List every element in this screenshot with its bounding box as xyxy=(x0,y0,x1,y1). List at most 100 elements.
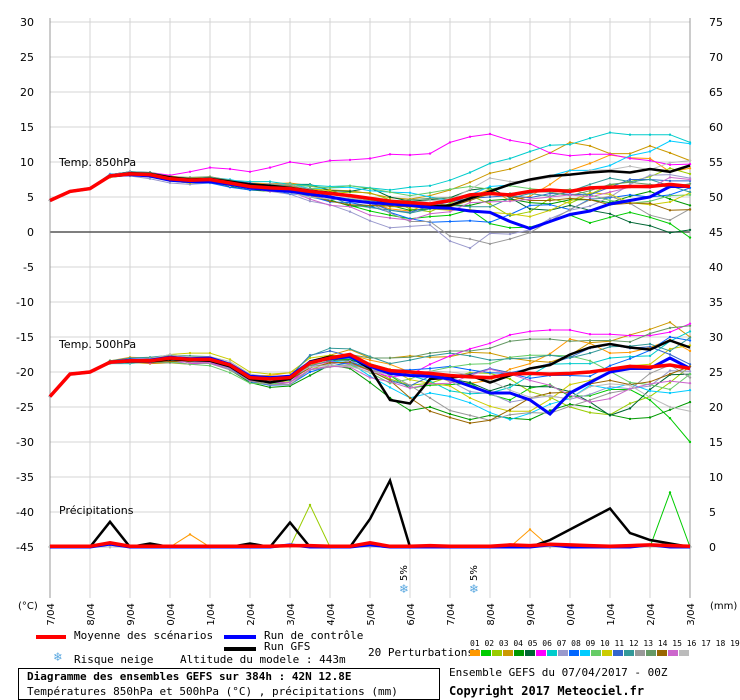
t500-member-point xyxy=(228,358,232,361)
left-tick-label: -20 xyxy=(16,366,34,379)
t500-member-point xyxy=(548,403,552,406)
t850-member-point xyxy=(628,178,632,181)
right-tick-label: 10 xyxy=(709,471,723,484)
t500-member-point xyxy=(488,347,492,350)
t850-member-point xyxy=(468,205,472,208)
t500-member-point xyxy=(688,410,692,413)
date-label: 10/04 xyxy=(166,603,177,626)
t850-member-point xyxy=(508,157,512,160)
t500-member-point xyxy=(528,362,532,365)
t500-member-point xyxy=(368,376,372,379)
t850-member-point xyxy=(508,180,512,183)
t850-member-point xyxy=(688,228,692,232)
t500-member-point xyxy=(268,372,272,376)
right-tick-label: 30 xyxy=(709,331,723,344)
t500-member-point xyxy=(468,401,472,404)
t850-member-point xyxy=(568,141,572,144)
t500-member-point xyxy=(468,363,472,366)
t850-member-point xyxy=(648,200,652,203)
t500-member-point xyxy=(468,414,472,417)
t500-member-point xyxy=(308,365,312,369)
t850-member-point xyxy=(588,191,592,194)
t850-member-point xyxy=(668,179,672,183)
left-axis-ticks: 30 25 20 15 10 5 0 -5 -10 -15 -20 -25 -30 -35 -40 -45 xyxy=(16,16,34,554)
t500-member-point xyxy=(588,385,592,388)
t500-member-point xyxy=(568,356,572,360)
t500-member-point xyxy=(688,322,692,325)
grid xyxy=(49,18,691,598)
t850-member-point xyxy=(468,219,472,222)
t850-member-point xyxy=(348,190,352,193)
t850-member-point xyxy=(488,202,492,206)
precip-member-point xyxy=(188,533,192,536)
t500-member-point xyxy=(528,390,532,393)
perturbation-swatch xyxy=(569,650,579,656)
t850-member-point xyxy=(568,169,572,172)
t850-member-point xyxy=(348,210,352,213)
t850-member-point xyxy=(588,198,592,201)
t850-member-point xyxy=(388,211,392,215)
t500-member-point xyxy=(328,361,332,365)
t850-member-point xyxy=(588,183,592,186)
t500-member-point xyxy=(668,321,672,324)
perturbation-swatch xyxy=(624,650,634,656)
t500-member-point xyxy=(668,391,672,395)
left-tick-label: -30 xyxy=(16,436,34,449)
t850-member-point xyxy=(368,206,372,209)
perturbation-swatch xyxy=(525,650,535,656)
t500-member-point xyxy=(308,356,312,360)
perturbation-swatch xyxy=(635,650,645,656)
legend-perturbations: 20 Perturbations xyxy=(368,646,474,659)
t850-member-point xyxy=(608,193,612,196)
t850-member-point xyxy=(368,214,372,217)
perturbation-swatch xyxy=(470,650,480,656)
t850-member-point xyxy=(568,202,572,205)
t850-member-point xyxy=(528,204,532,207)
t500-member-point xyxy=(628,381,632,384)
t500-member-point xyxy=(568,328,572,332)
t850-member-point xyxy=(508,226,512,229)
snow-percent-label: 5% xyxy=(469,565,480,581)
t500-member-point xyxy=(388,375,392,379)
t500-member-point xyxy=(628,407,632,410)
t500-member-point xyxy=(508,357,512,360)
t850-member-point xyxy=(648,214,652,217)
t850-member-point xyxy=(548,203,552,206)
t850-member-point xyxy=(408,209,412,212)
date-label: 18/04 xyxy=(486,603,497,626)
perturbation-swatch xyxy=(558,650,568,656)
t500-member-point xyxy=(588,351,592,355)
t500-member-point xyxy=(488,405,492,408)
t500-member-point xyxy=(348,365,352,368)
t850-member-point xyxy=(488,132,492,136)
date-labels: 07/04 08/04 09/04 10/04 11/04 12/04 13/04 14/04… xyxy=(46,603,697,626)
t500-member-point xyxy=(388,380,392,383)
t500-member-point xyxy=(668,408,672,411)
left-tick-label: 25 xyxy=(20,51,34,64)
right-tick-label: 40 xyxy=(709,261,723,274)
t850-member-point xyxy=(428,210,432,213)
t850-member-point xyxy=(668,231,672,234)
t850-member-point xyxy=(468,171,472,174)
t500-member-point xyxy=(608,385,612,388)
perturbation-swatch xyxy=(580,650,590,656)
t850-member-point xyxy=(568,193,572,197)
t850-member-point xyxy=(608,199,612,202)
t500-mean-line xyxy=(48,352,691,398)
t500-member-point xyxy=(408,409,412,412)
perturbation-swatch xyxy=(503,650,513,656)
date-label: 15/04 xyxy=(366,603,377,626)
left-tick-label: 10 xyxy=(20,156,34,169)
snowflake-icon: ❄ xyxy=(469,582,479,596)
t850-member-point xyxy=(248,170,252,173)
t500-member-point xyxy=(648,389,652,393)
t850-member-point xyxy=(368,157,372,160)
t850-member-point xyxy=(188,170,192,173)
precip-member-point xyxy=(108,545,112,549)
t850-member-point xyxy=(568,204,572,207)
date-label: 09/04 xyxy=(126,603,137,626)
t850-member-point xyxy=(328,200,332,203)
t500-member-point xyxy=(528,330,532,333)
t850-member-point xyxy=(668,173,672,176)
legend-gfs: Run GFS xyxy=(264,640,311,653)
